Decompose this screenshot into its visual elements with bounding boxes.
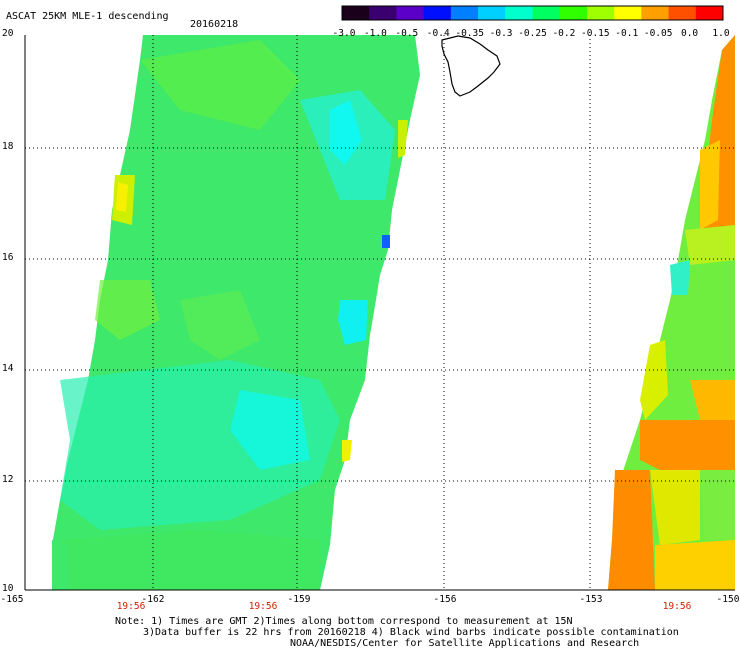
y-tick-label: 18 [2,141,14,152]
colorbar-swatch [586,6,615,20]
grid-lines [25,35,735,590]
colorbar-label: -0.15 [581,28,610,39]
note-line-2: 3)Data buffer is 22 hrs from 20160218 4)… [143,627,679,638]
y-tick-label: 12 [2,474,14,485]
colorbar-swatch [478,6,506,20]
colorbar-label: -0.4 [426,28,450,39]
swath-west [52,35,420,590]
y-tick-label: 10 [2,583,14,594]
colorbar-label: -1.0 [363,28,387,39]
hawaii-island-outline [441,35,501,97]
note-line-3: NOAA/NESDIS/Center for Satellite Applica… [290,638,640,649]
colorbar-swatch [695,6,724,20]
x-tick-label: -150 [716,594,740,605]
colorbar-label: -0.35 [455,28,484,39]
x-tick-label: -165 [0,594,24,605]
swath-east [608,35,735,590]
colorbar-swatch [614,6,642,20]
colorbar-swatch [369,6,397,20]
colorbar-swatch [532,6,561,20]
colorbar-swatch [450,6,479,20]
colorbar-label: -0.5 [395,28,419,39]
y-tick-label: 16 [2,252,14,263]
colorbar-label: -0.2 [552,28,576,39]
pass-time-label: 19:56 [116,601,146,612]
x-tick-label: -153 [579,594,603,605]
colorbar-swatch [641,6,670,20]
x-tick-label: -162 [141,594,165,605]
colorbar-label: -0.25 [518,28,547,39]
colorbar-swatch [668,6,697,20]
pass-time-label: 19:56 [662,601,692,612]
colorbar-label: 0.0 [680,28,699,39]
colorbar-label: 1.0 [712,28,730,39]
map-date: 20160218 [190,19,239,30]
pass-time-label: 19:56 [248,601,278,612]
colorbar-border [341,5,724,21]
colorbar-label: -0.1 [615,28,639,39]
colorbar-swatch [559,6,588,20]
colorbar-swatch [423,6,452,20]
y-tick-label: 14 [2,363,14,374]
colorbar-swatch [505,6,533,20]
colorbar-label: -0.3 [489,28,513,39]
colorbar-swatch [342,6,370,20]
colorbar-label: -0.05 [643,28,673,39]
map-title: ASCAT 25KM MLE-1 descending [6,11,169,22]
colorbar-label: -3.0 [332,28,356,39]
x-tick-label: -159 [287,594,311,605]
x-tick-label: -156 [433,594,457,605]
note-line-1: Note: 1) Times are GMT 2)Times along bot… [115,616,573,627]
colorbar-swatch [396,6,425,20]
y-tick-label: 20 [2,28,14,39]
colorbar [341,5,724,21]
